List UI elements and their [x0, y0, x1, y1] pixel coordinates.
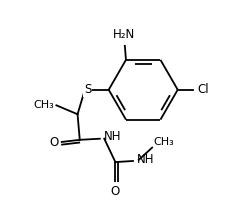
Text: NH: NH [104, 130, 121, 143]
Text: O: O [111, 185, 120, 198]
Text: Cl: Cl [198, 83, 209, 96]
Text: S: S [84, 83, 91, 96]
Text: CH₃: CH₃ [153, 136, 174, 146]
Text: O: O [49, 136, 59, 149]
Text: H₂N: H₂N [113, 28, 135, 41]
Text: CH₃: CH₃ [33, 100, 54, 110]
Text: NH: NH [137, 153, 154, 166]
